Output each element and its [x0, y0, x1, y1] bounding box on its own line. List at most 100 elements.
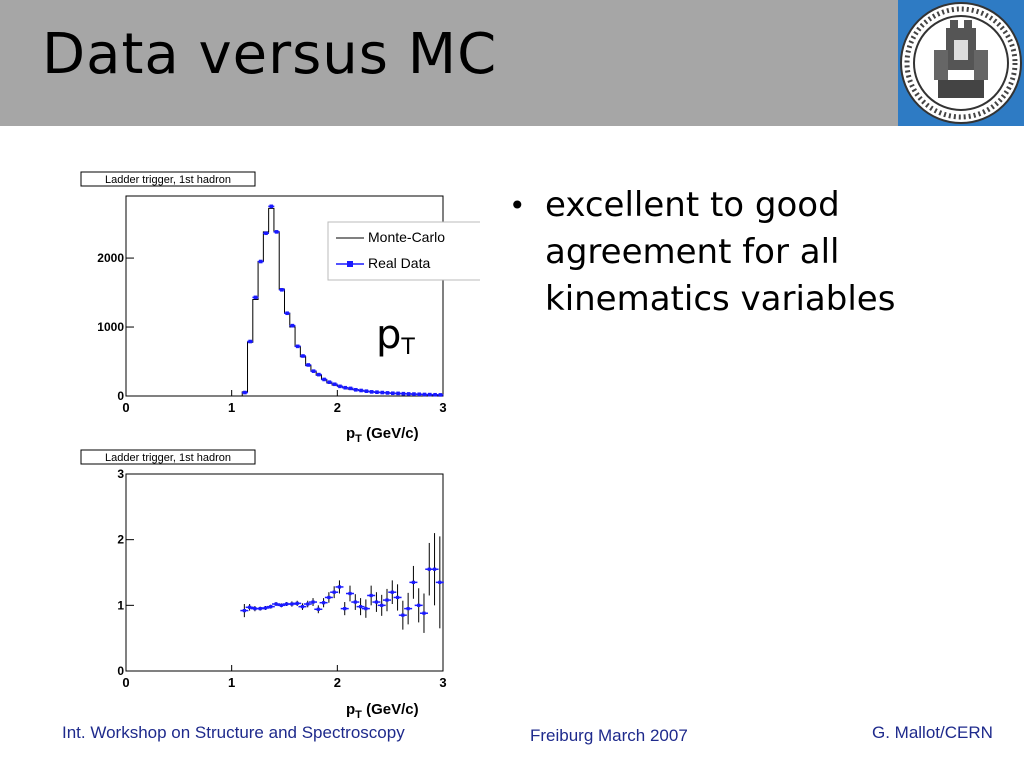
data-point [327, 380, 332, 385]
x-tick-label: 1 [228, 675, 235, 690]
legend-entry-monte-carlo: Monte-Carlo [368, 229, 445, 245]
footer-left: Int. Workshop on Structure and Spectrosc… [62, 723, 405, 742]
data-point [269, 204, 274, 209]
ratio-point [263, 606, 268, 610]
data-point [380, 390, 385, 395]
y-tick-label: 0 [117, 664, 124, 678]
data-point [290, 323, 295, 328]
data-point [391, 391, 395, 396]
data-point [322, 377, 326, 382]
chart-pt-distribution: Ladder trigger, 1st hadron 0 1 2 3 0 1000 2000… [80, 171, 480, 445]
ratio-point [306, 602, 310, 606]
ratio-point [242, 608, 246, 613]
y-tick-label: 1000 [97, 320, 124, 334]
x-axis-label: pT (GeV/c) [346, 425, 419, 445]
footer-right: G. Mallot/CERN [872, 723, 993, 742]
data-point [412, 392, 416, 396]
ratio-point [295, 601, 299, 605]
ratio-point [321, 601, 326, 605]
ratio-point [406, 607, 410, 611]
x-tick-label: 3 [439, 400, 446, 415]
chart-data-mc-ratio: Ladder trigger, 1st hadron 0 1 2 3 0 1 2 3 pT (… [80, 449, 447, 721]
data-point [301, 354, 305, 358]
legend-entry-real-data: Real Data [368, 255, 430, 271]
data-point [306, 363, 311, 367]
ratio-point [332, 590, 336, 594]
ratio-point [369, 593, 373, 598]
ratio-point [300, 605, 305, 609]
ratio-point [337, 585, 342, 589]
data-point [406, 392, 411, 396]
data-point [338, 384, 342, 389]
ratio-point [417, 603, 421, 607]
ratio-point [432, 567, 437, 571]
pt-variable-label: pT [376, 312, 415, 360]
ratio-point [248, 605, 252, 609]
ratio-point [327, 595, 331, 600]
ratio-point [279, 603, 283, 607]
data-point [343, 385, 348, 390]
ratio-point [358, 605, 363, 609]
university-seal-logo [898, 0, 1024, 126]
ratio-point [258, 607, 262, 611]
data-point [422, 392, 427, 397]
data-point [396, 391, 400, 396]
data-point [438, 393, 443, 397]
data-point [375, 390, 379, 395]
data-point [417, 392, 422, 397]
data-point [433, 392, 437, 397]
x-tick-label: 2 [334, 400, 341, 415]
ratio-point [353, 600, 357, 604]
ratio-point [290, 602, 294, 606]
ratio-point [401, 613, 405, 617]
chart-title: Ladder trigger, 1st hadron [105, 452, 231, 464]
ratio-point [427, 567, 431, 571]
y-tick-label: 1 [117, 598, 124, 612]
data-point [258, 259, 263, 264]
data-point [285, 311, 289, 316]
data-point [311, 369, 316, 373]
data-point [243, 390, 247, 395]
data-point [369, 390, 374, 394]
chart-legend [327, 221, 480, 281]
y-tick-label: 0 [117, 389, 124, 403]
ratio-point [411, 580, 416, 584]
ratio-point [438, 580, 442, 584]
ratio-point [395, 595, 400, 600]
ratio-point [422, 611, 426, 615]
x-tick-label: 0 [122, 400, 129, 415]
data-point [264, 231, 268, 236]
ratio-point [348, 591, 352, 596]
x-tick-label: 1 [228, 400, 235, 415]
footer-center: Freiburg March 2007 [530, 726, 688, 745]
chart-title: Ladder trigger, 1st hadron [105, 174, 231, 186]
ratio-point [374, 600, 379, 604]
y-tick-label: 2000 [97, 251, 124, 265]
data-point [295, 344, 300, 349]
data-point [385, 391, 390, 395]
data-point [274, 230, 279, 234]
ratio-point [343, 607, 347, 611]
x-tick-label: 3 [439, 675, 446, 690]
data-point [401, 391, 406, 396]
data-point [354, 387, 358, 392]
bullet-item: excellent to good agreement for all kine… [505, 182, 1005, 323]
data-point [359, 388, 363, 393]
ratio-point [364, 607, 368, 611]
slide-header: Data versus MC [0, 0, 1024, 126]
ratio-point [380, 603, 384, 607]
x-tick-label: 2 [334, 675, 341, 690]
ratio-point [253, 607, 257, 611]
y-tick-label: 3 [117, 467, 124, 481]
ratio-point [311, 600, 315, 604]
ratio-point [390, 590, 394, 594]
ratio-point [316, 607, 320, 611]
data-point [427, 392, 432, 397]
data-point [364, 389, 369, 393]
data-point [248, 339, 252, 344]
data-point [332, 382, 337, 387]
bullet-list: excellent to good agreement for all kine… [505, 182, 1005, 323]
data-point [317, 372, 321, 377]
ratio-point [285, 602, 289, 606]
data-point [253, 295, 258, 300]
